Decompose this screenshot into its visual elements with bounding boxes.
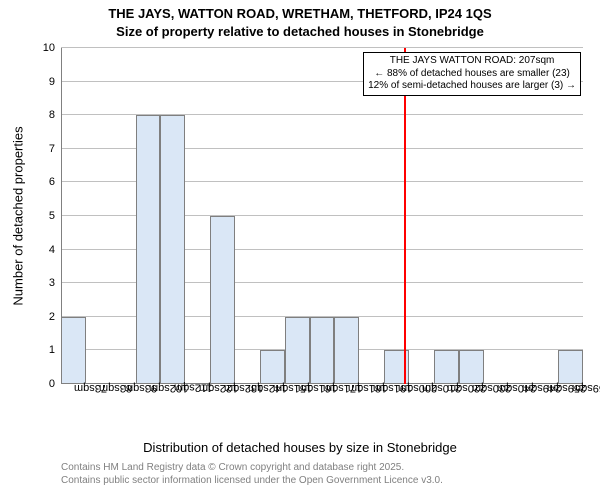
annotation-line: ← 88% of detached houses are smaller (23… [368,68,576,81]
y-axis-line [61,48,62,384]
footer-line2: Contains public sector information licen… [61,475,443,486]
property-marker-line [404,48,406,384]
chart-title-line1: THE JAYS, WATTON ROAD, WRETHAM, THETFORD… [0,6,600,21]
histogram-bar [210,216,235,384]
y-tick-label: 1 [0,344,55,356]
histogram-bar [558,350,583,384]
histogram-bar [310,317,335,384]
x-axis-label: Distribution of detached houses by size … [0,440,600,455]
y-tick-label: 6 [0,176,55,188]
histogram-bar [459,350,484,384]
histogram-bar [334,317,359,384]
y-tick-label: 0 [0,378,55,390]
plot-area: THE JAYS WATTON ROAD: 207sqm← 88% of det… [61,48,583,384]
grid-line [61,47,583,48]
y-tick-label: 9 [0,76,55,88]
annotation-line: THE JAYS WATTON ROAD: 207sqm [368,55,576,68]
histogram-bar [136,115,161,384]
y-tick-label: 8 [0,109,55,121]
annotation-box: THE JAYS WATTON ROAD: 207sqm← 88% of det… [363,52,581,96]
y-tick-label: 4 [0,244,55,256]
y-tick-label: 5 [0,210,55,222]
histogram-bar [160,115,185,384]
chart-container: THE JAYS, WATTON ROAD, WRETHAM, THETFORD… [0,0,600,500]
y-tick-label: 2 [0,311,55,323]
histogram-bar [260,350,285,384]
chart-title-line2: Size of property relative to detached ho… [0,24,600,39]
footer-line1: Contains HM Land Registry data © Crown c… [61,462,404,473]
y-tick-label: 10 [0,42,55,54]
histogram-bar [285,317,310,384]
histogram-bar [61,317,86,384]
y-tick-label: 7 [0,143,55,155]
annotation-line: 12% of semi-detached houses are larger (… [368,80,576,93]
histogram-bar [434,350,459,384]
y-tick-label: 3 [0,277,55,289]
